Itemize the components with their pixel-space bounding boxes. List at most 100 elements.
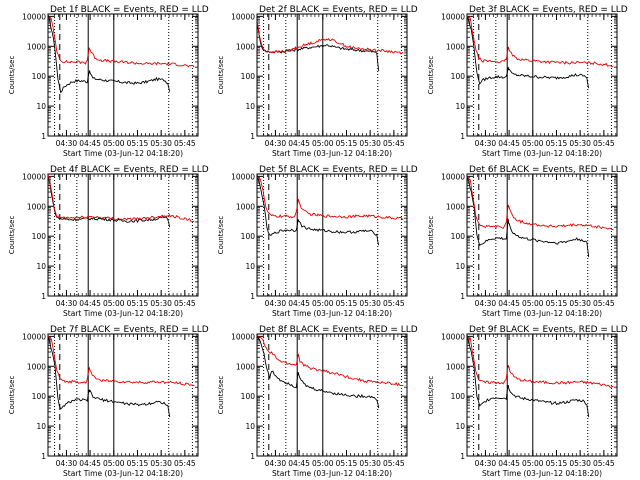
x-tick-label: 05:30	[569, 139, 591, 148]
x-tick-label: 05:15	[127, 459, 149, 468]
detector-panel-5: Det 5f BLACK = Events, RED = LLD Counts/s…	[217, 165, 418, 318]
series-events-line	[466, 177, 590, 258]
plot-frame	[256, 13, 408, 137]
panel-title: Det 8f BLACK = Events, RED = LLD	[259, 325, 418, 335]
y-tick-label: 1000	[27, 42, 46, 51]
panel-title: Det 3f BLACK = Events, RED = LLD	[469, 5, 628, 15]
x-axis-label: Start Time (03-Jun-12 04:18:20)	[482, 469, 602, 478]
y-tick-label: 100	[32, 72, 47, 81]
y-tick-label: 10000	[441, 332, 465, 341]
y-tick-label: 1	[460, 452, 465, 461]
x-tick-label: 04:45	[498, 139, 520, 148]
x-tick-label: 05:00	[312, 299, 334, 308]
y-axis-label: Counts/sec	[217, 56, 225, 95]
series-lld-line	[47, 175, 195, 223]
x-tick-label: 05:00	[522, 139, 544, 148]
series-lld-line	[467, 337, 614, 388]
x-tick-label: 05:15	[127, 139, 149, 148]
x-tick-label: 04:30	[265, 139, 287, 148]
y-axis-label: Counts/sec	[427, 56, 435, 95]
series-events-line	[47, 15, 171, 94]
x-tick-label: 05:15	[336, 299, 358, 308]
x-axis-label: Start Time (03-Jun-12 04:18:20)	[482, 149, 602, 158]
y-tick-label: 1	[41, 132, 46, 141]
x-tick-label: 05:45	[174, 459, 196, 468]
x-tick-label: 05:45	[593, 299, 615, 308]
plot-frame	[256, 333, 408, 457]
x-tick-label: 05:45	[174, 299, 196, 308]
y-tick-label: 10	[245, 422, 255, 431]
x-tick-label: 05:30	[359, 459, 381, 468]
x-tick-label: 05:45	[593, 459, 615, 468]
x-axis-label: Start Time (03-Jun-12 04:18:20)	[272, 309, 392, 318]
panel-title: Det 5f BLACK = Events, RED = LLD	[259, 165, 418, 175]
x-tick-label: 05:00	[522, 459, 544, 468]
y-axis-label: Counts/sec	[8, 376, 16, 415]
y-tick-label: 10	[36, 422, 46, 431]
y-tick-label: 1000	[236, 362, 255, 371]
x-tick-label: 05:30	[150, 139, 172, 148]
x-tick-label: 04:45	[498, 459, 520, 468]
y-tick-label: 10	[455, 262, 465, 271]
y-tick-label: 1	[41, 292, 46, 301]
x-tick-label: 05:45	[383, 139, 405, 148]
y-tick-label: 1000	[236, 42, 255, 51]
y-tick-label: 100	[451, 392, 466, 401]
x-tick-label: 04:30	[265, 299, 287, 308]
y-tick-label: 10	[245, 102, 255, 111]
y-tick-label: 1	[250, 132, 255, 141]
x-tick-label: 05:45	[174, 139, 196, 148]
y-tick-label: 1000	[446, 42, 465, 51]
detector-panel-9: Det 9f BLACK = Events, RED = LLD Counts/s…	[427, 325, 628, 478]
x-axis-label: Start Time (03-Jun-12 04:18:20)	[272, 149, 392, 158]
x-tick-label: 05:15	[336, 139, 358, 148]
y-tick-label: 1	[250, 292, 255, 301]
series-lld-line	[257, 176, 404, 221]
y-tick-label: 10000	[441, 172, 465, 181]
y-tick-label: 10	[36, 262, 46, 271]
plot-frame	[466, 333, 618, 457]
series-events-line	[47, 176, 171, 228]
plot-frame	[466, 13, 618, 137]
x-tick-label: 05:00	[312, 139, 334, 148]
series-lld-line	[467, 176, 614, 231]
y-tick-label: 10000	[231, 12, 255, 21]
x-tick-label: 05:30	[150, 459, 172, 468]
y-tick-label: 10000	[22, 172, 46, 181]
series-lld-line	[48, 16, 195, 68]
y-tick-label: 10000	[441, 12, 465, 21]
x-tick-label: 04:45	[79, 459, 101, 468]
plot-frame	[47, 173, 199, 297]
detector-panel-8: Det 8f BLACK = Events, RED = LLD Counts/s…	[217, 325, 418, 478]
series-lld-line	[256, 23, 404, 55]
y-tick-label: 1	[250, 452, 255, 461]
y-tick-label: 1000	[27, 202, 46, 211]
x-tick-label: 05:45	[593, 139, 615, 148]
series-events-line	[47, 336, 171, 418]
y-tick-label: 10000	[22, 332, 46, 341]
x-tick-label: 04:45	[79, 299, 101, 308]
series-events-line	[256, 26, 380, 71]
x-tick-label: 05:15	[546, 459, 568, 468]
y-tick-label: 10	[36, 102, 46, 111]
y-tick-label: 100	[32, 232, 47, 241]
x-tick-label: 05:00	[103, 139, 125, 148]
x-tick-label: 05:30	[359, 139, 381, 148]
plot-frame	[47, 13, 199, 137]
x-tick-label: 05:45	[383, 299, 405, 308]
panel-title: Det 9f BLACK = Events, RED = LLD	[469, 325, 628, 335]
y-tick-label: 100	[451, 232, 466, 241]
y-tick-label: 1000	[27, 362, 46, 371]
y-tick-label: 10000	[231, 332, 255, 341]
series-events-line	[256, 336, 380, 409]
y-tick-label: 1	[460, 132, 465, 141]
y-tick-label: 10000	[231, 172, 255, 181]
series-lld-line	[48, 335, 195, 386]
x-axis-label: Start Time (03-Jun-12 04:18:20)	[63, 309, 183, 318]
y-tick-label: 100	[241, 232, 256, 241]
y-axis-label: Counts/sec	[427, 216, 435, 255]
plot-frame	[256, 173, 408, 297]
detector-panel-4: Det 4f BLACK = Events, RED = LLD Counts/s…	[8, 165, 209, 318]
y-tick-label: 10	[245, 262, 255, 271]
x-tick-label: 04:30	[56, 139, 78, 148]
